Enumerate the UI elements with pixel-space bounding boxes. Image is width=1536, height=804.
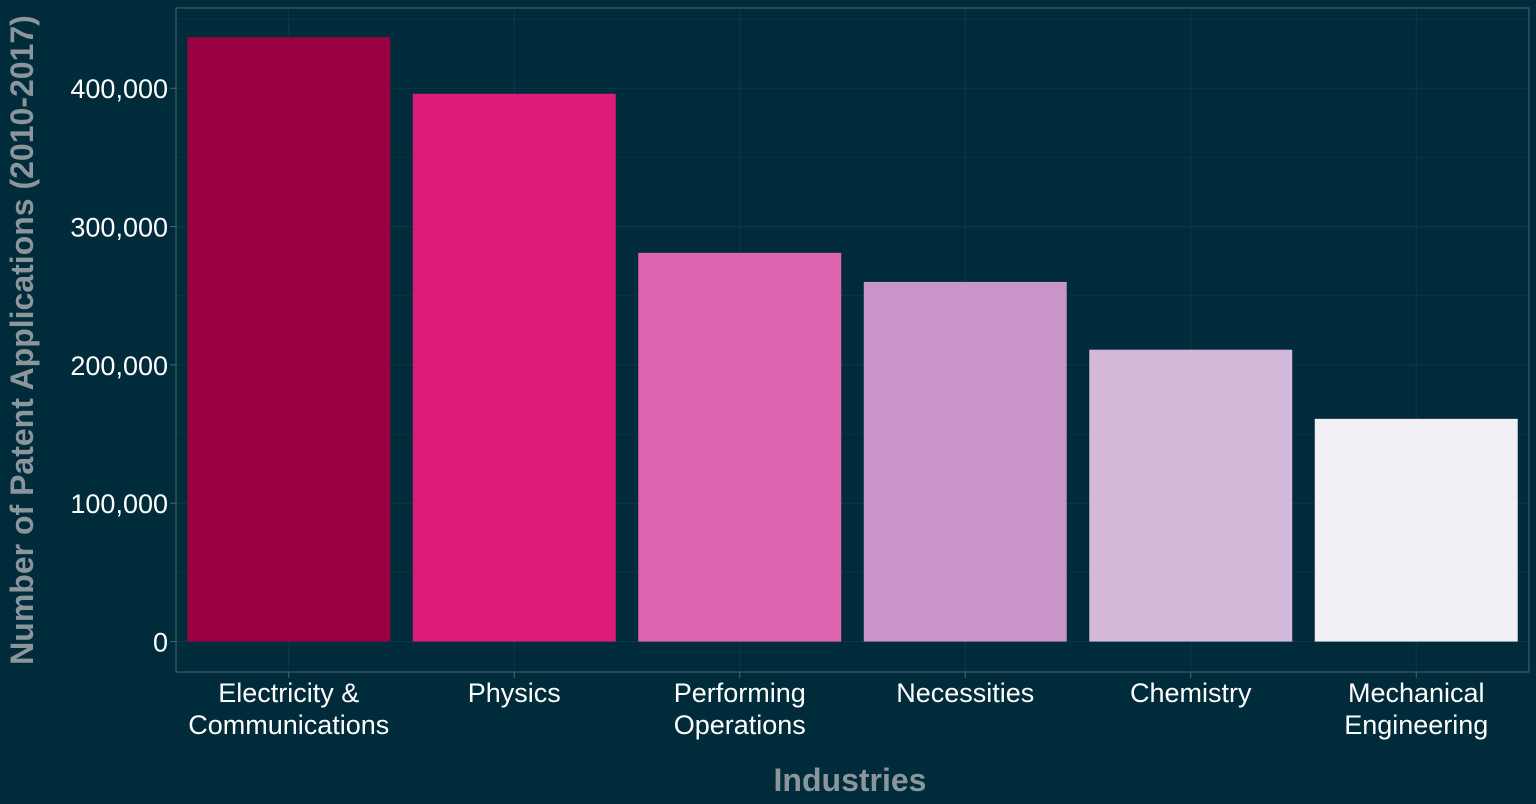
- bars: [187, 37, 1518, 642]
- bar-3: [863, 281, 1067, 642]
- bar-5: [1314, 418, 1518, 642]
- y-tick-label: 300,000: [70, 213, 168, 243]
- y-tick-label: 200,000: [70, 351, 168, 381]
- x-tick-label: Necessities: [896, 678, 1034, 708]
- y-axis-title: Number of Patent Applications (2010-2017…: [4, 15, 40, 665]
- bar-4: [1089, 349, 1293, 642]
- bar-1: [412, 93, 616, 642]
- x-axis-title: Industries: [774, 762, 927, 798]
- bar-0: [187, 37, 391, 642]
- x-tick-label: Performing Operations: [674, 678, 806, 740]
- y-axis-ticks: 0 100,000 200,000 300,000 400,000: [70, 74, 176, 658]
- x-tick-label: Mechanical Engineering: [1344, 678, 1488, 740]
- x-axis-ticks: Electricity & Communications Physics Perfor…: [188, 672, 1488, 740]
- y-tick-label: 400,000: [70, 74, 168, 104]
- y-tick-label: 0: [153, 628, 168, 658]
- x-tick-label: Electricity & Communications: [188, 678, 389, 740]
- x-tick-label: Chemistry: [1130, 678, 1252, 708]
- x-tick-label: Physics: [468, 678, 561, 708]
- plot-panel-border: [175, 7, 1530, 673]
- y-tick-label: 100,000: [70, 489, 168, 519]
- bar-2: [638, 252, 842, 642]
